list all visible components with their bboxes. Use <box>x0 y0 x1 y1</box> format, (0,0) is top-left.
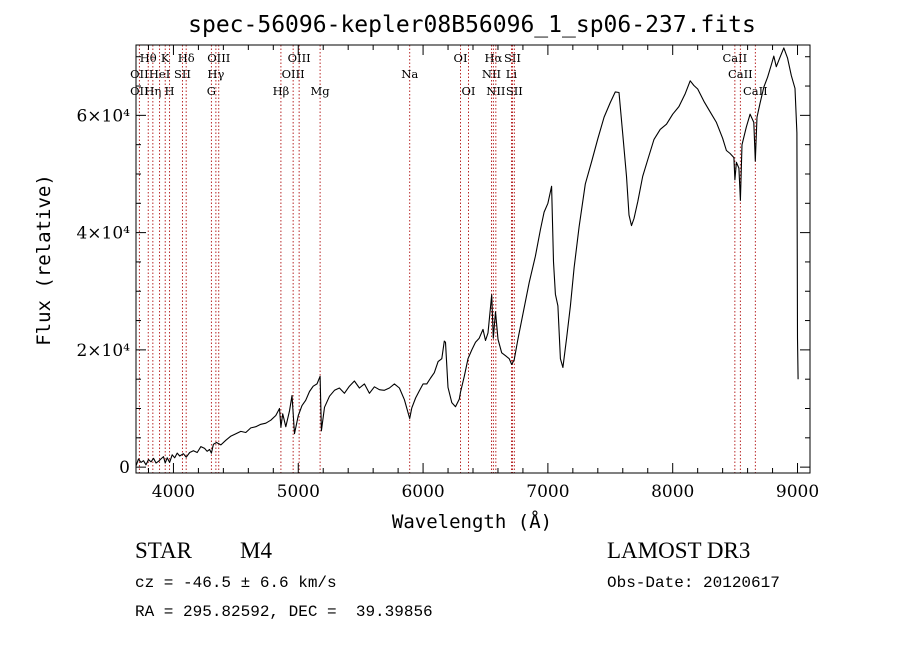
y-axis-label: Flux (relative) <box>33 174 55 346</box>
x-tick-label: 9000 <box>776 482 819 502</box>
coordinates: RA = 295.82592, DEC = 39.39856 <box>135 603 433 621</box>
spectral-line-label: G <box>207 84 216 98</box>
spectral-line-label: HeI <box>149 67 170 81</box>
spectral-line-label: Hθ <box>140 51 157 65</box>
spectral-line-label: K <box>161 51 170 65</box>
spectral-line-label: OIII <box>207 51 230 65</box>
spectral-line-label: Hβ <box>273 84 290 98</box>
spectral-line-label: CaII <box>728 67 753 81</box>
object-class: STAR <box>135 538 192 563</box>
x-tick-label: 7000 <box>526 482 569 502</box>
spectral-line-label: OI <box>454 51 468 65</box>
spectral-line-label: Na <box>401 67 418 81</box>
x-axis-label: Wavelength (Å) <box>392 510 552 533</box>
spectral-line-label: H <box>165 84 175 98</box>
y-tick-label: 0 <box>119 458 130 478</box>
spectral-line-label: SII <box>506 84 523 98</box>
x-tick-label: 6000 <box>401 482 444 502</box>
y-tick-label: 2×10⁴ <box>76 341 130 361</box>
spectral-line-label: OI <box>462 84 476 98</box>
spectral-line-label: Hγ <box>207 67 224 81</box>
spectral-subclass: M4 <box>240 538 272 563</box>
y-tick-label: 4×10⁴ <box>76 224 130 244</box>
spectral-line-label: SII <box>174 67 191 81</box>
chart-title: spec-56096-kepler08B56096_1_sp06-237.fit… <box>188 12 756 38</box>
survey-name: LAMOST DR3 <box>607 538 751 563</box>
axes: 4000 5000 6000 7000 8000 9000 0 2×10⁴ 4×10⁴ 6×10⁴ <box>76 44 819 502</box>
spectral-line-label: Hδ <box>178 51 195 65</box>
spectral-line-label: OII <box>130 84 149 98</box>
x-tick-label: 4000 <box>152 482 195 502</box>
spectral-line-markers: OII OII Hθ Hη HeI K H SII Hδ G Hγ OIII Hβ OIII OIII Mg N… <box>130 45 768 473</box>
spectral-line-label: Mg <box>311 84 331 98</box>
flux-line <box>135 47 799 467</box>
spectral-line-label: OIII <box>282 67 305 81</box>
spectral-line-label: NII <box>486 84 505 98</box>
x-tick-label: 5000 <box>277 482 320 502</box>
spectral-line-label: CaII <box>743 84 768 98</box>
spectral-line-label: NII <box>482 67 501 81</box>
spectral-line-label: Hα <box>484 51 502 65</box>
spectral-line-label: OII <box>130 67 149 81</box>
observation-date: Obs-Date: 20120617 <box>607 574 780 592</box>
redshift-velocity: cz = -46.5 ± 6.6 km/s <box>135 574 337 592</box>
flux-series <box>135 47 799 467</box>
y-tick-label: 6×10⁴ <box>76 106 130 126</box>
spectral-line-label: SII <box>504 51 521 65</box>
spectral-line-label: CaII <box>722 51 747 65</box>
spectral-line-label: Hη <box>144 84 161 98</box>
x-tick-label: 8000 <box>651 482 694 502</box>
spectral-line-label: OIII <box>288 51 311 65</box>
spectral-line-label: Li <box>506 67 518 81</box>
